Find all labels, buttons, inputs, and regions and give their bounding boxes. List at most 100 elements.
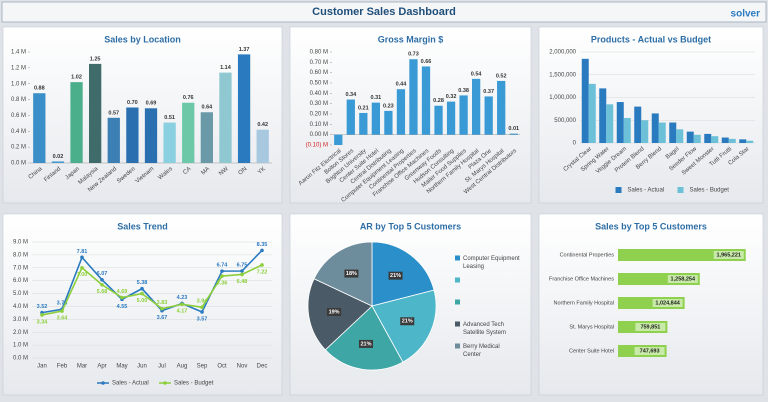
data-label: 1,258,254 (671, 276, 696, 282)
data-label-box (635, 323, 666, 331)
point (180, 302, 184, 307)
y-tick-label: 0.20 M (310, 112, 328, 118)
x-tick-label: May (116, 364, 127, 370)
bar (163, 122, 176, 163)
legend-label: Sales - Actual (628, 188, 665, 194)
legend-line-text: Berry Medical (463, 344, 500, 350)
point (60, 309, 64, 313)
data-label: 8.35 (257, 242, 268, 248)
panel (538, 26, 764, 204)
data-label: 6.74 (217, 263, 229, 269)
data-label: 0.23 (383, 103, 394, 109)
x-tick-label: Aug (177, 364, 188, 370)
bar (669, 122, 677, 143)
bar (634, 106, 642, 143)
header-bar (1, 1, 767, 23)
bar (219, 72, 232, 163)
data-label: 3.83 (157, 300, 168, 306)
point (240, 272, 244, 277)
data-label: 0.34 (345, 92, 357, 98)
bar (409, 59, 418, 135)
x-tick-label: ON (238, 166, 249, 176)
y-tick-label: 9.0 M (13, 240, 28, 246)
x-tick-label: MA (200, 166, 211, 176)
y-tick-label: 1.0 M (11, 81, 26, 87)
x-tick-label: Jan (37, 364, 47, 370)
data-label-box (400, 317, 415, 326)
y-tick-label: 0.50 M (310, 81, 328, 87)
y-tick-label: 500,000 (554, 118, 576, 124)
point (260, 248, 264, 253)
data-label: 21% (402, 319, 413, 325)
y-tick-label: 1.0 M (13, 343, 28, 349)
data-label-box (358, 339, 373, 348)
bar (721, 137, 729, 143)
legend-line-text: Satellite System (463, 330, 506, 336)
bar (459, 95, 468, 135)
y-tick-label: 0.2 M (11, 145, 26, 151)
data-label: 0.37 (483, 89, 494, 95)
data-label: 0.76 (183, 95, 194, 101)
y-tick-label: 2.0 M (13, 330, 28, 336)
y-tick-label: 0.60 M (310, 70, 328, 76)
data-label-box (667, 275, 698, 283)
data-label-box (388, 271, 403, 280)
data-label: 4.17 (177, 309, 188, 315)
bar (346, 99, 355, 135)
y-tick-label: Northern Family Hospital (553, 300, 614, 306)
data-label: 0.88 (34, 86, 45, 92)
pie-slice (324, 305, 404, 371)
point (200, 310, 204, 314)
data-label: 21% (390, 273, 401, 279)
y-tick-label: 0.00 M (310, 132, 328, 138)
logo: solver (731, 9, 761, 20)
legend-line-text: Computer Equipment (463, 256, 520, 262)
series-line (41, 264, 263, 316)
bar (126, 107, 139, 163)
legend-label: Computer Equipment Leasing (463, 256, 520, 270)
point (260, 263, 264, 267)
data-label: 4.23 (177, 295, 188, 301)
bar (237, 54, 251, 163)
bar (334, 134, 343, 145)
y-tick-label: 0.6 M (11, 113, 26, 119)
data-label: 0.73 (408, 52, 419, 58)
bar (434, 105, 443, 135)
y-tick-label: 0.30 M (310, 101, 328, 107)
point (220, 274, 224, 278)
legend-swatch (455, 277, 460, 283)
data-label: 3.57 (197, 316, 208, 322)
y-tick-label: 2,000,000 (549, 50, 576, 56)
y-tick-label: Continental Properties (560, 252, 615, 258)
data-label: 6.36 (217, 280, 228, 286)
y-tick-label: 0.8 M (11, 97, 26, 103)
panel (2, 26, 283, 204)
data-label: 0.42 (257, 122, 268, 128)
point (40, 313, 44, 317)
point (240, 269, 244, 273)
x-tick-label: Apr (97, 364, 106, 370)
data-label: 0.02 (53, 154, 64, 160)
data-label: 0.51 (164, 115, 175, 121)
data-label: 0.31 (371, 95, 382, 101)
y-tick-label: 0.0 M (13, 356, 28, 362)
panel (2, 213, 283, 396)
data-label: 1.37 (239, 47, 250, 53)
data-label-box (713, 251, 744, 259)
bar (484, 96, 493, 135)
data-label: 4.55 (117, 304, 128, 310)
data-label: 0.52 (496, 73, 507, 79)
data-label: 0.69 (146, 101, 157, 107)
data-label-box (634, 347, 665, 355)
legend-marker (163, 381, 167, 385)
data-label: 747,693 (640, 348, 660, 354)
point (140, 286, 144, 291)
data-label: 3.64 (57, 316, 69, 322)
point (160, 306, 164, 311)
point (220, 269, 224, 273)
point (100, 277, 104, 282)
data-label: 5.68 (97, 289, 108, 295)
data-label: 0.66 (421, 59, 432, 65)
data-label: 0.64 (201, 105, 213, 111)
bar (446, 101, 456, 135)
